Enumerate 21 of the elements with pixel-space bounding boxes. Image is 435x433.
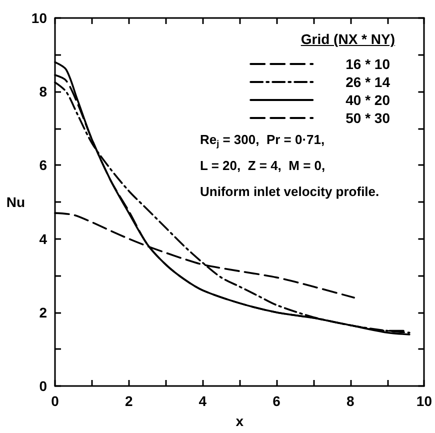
y-tick-label: 4	[39, 230, 48, 247]
x-tick-label: 6	[272, 393, 281, 409]
y-tick-label: 10	[31, 10, 48, 26]
y-tick-label: 0	[39, 378, 48, 394]
y-tick-label: 8	[39, 84, 48, 100]
y-tick-label: 2	[39, 304, 48, 320]
annotation: Uniform inlet velocity profile.	[200, 184, 380, 199]
x-tick-label: 10	[416, 393, 432, 409]
x-tick-label: 8	[346, 393, 354, 409]
x-tick-label: 2	[124, 393, 133, 409]
legend-label: 26 * 14	[346, 74, 390, 90]
legend-title: Grid (NX * NY)	[300, 31, 395, 47]
x-tick-label: 4	[198, 393, 207, 409]
y-tick-label: 6	[39, 157, 48, 174]
x-tick-label: 0	[51, 393, 60, 409]
x-axis-title: x	[236, 413, 244, 429]
legend-label: 16 * 10	[346, 56, 390, 72]
legend-label: 50 * 30	[346, 110, 390, 126]
y-axis-title: Nu	[6, 194, 25, 210]
annotation: L = 20, Z = 4, M = 0,	[200, 158, 326, 173]
legend-label: 40 * 20	[346, 92, 390, 108]
